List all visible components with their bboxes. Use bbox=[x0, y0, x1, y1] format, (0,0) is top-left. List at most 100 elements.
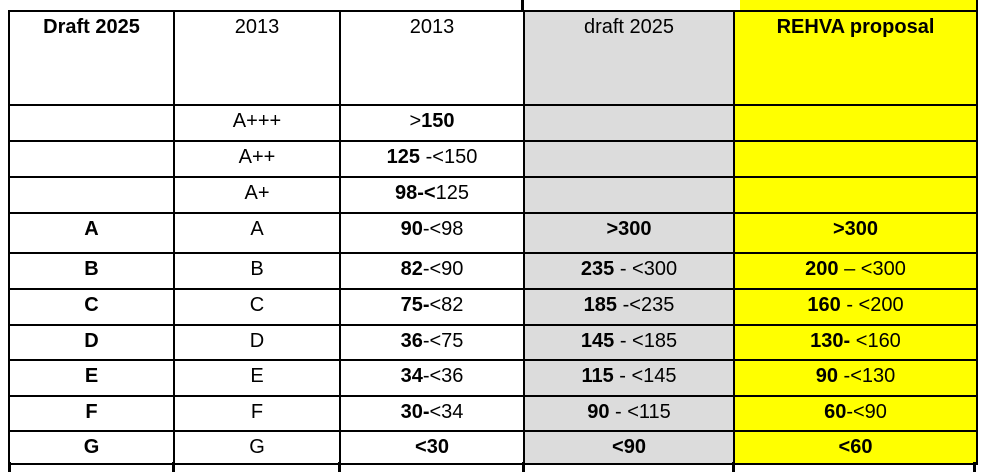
cell-class-a-plus-class-2013: A+ bbox=[173, 176, 341, 214]
cell-text-segment: 2013 bbox=[234, 16, 280, 38]
cell-class-c-range-2013: 75-<82 bbox=[339, 288, 525, 326]
header-cell-class-2013: 2013 bbox=[173, 10, 341, 106]
cell-text-segment: - <300 bbox=[614, 258, 678, 280]
cell-text-segment: 235 bbox=[580, 258, 615, 280]
cell-text-segment: B bbox=[250, 258, 264, 280]
cell-text-segment: 34 bbox=[400, 365, 423, 387]
table-row-class-d: D D 36-<75 145 - <185 130- <160 bbox=[8, 324, 978, 361]
table-row-class-a-plus-plus: A++ 125 -<150 bbox=[8, 140, 978, 178]
cell-class-a-plus-plus-plus-rehva-proposal bbox=[733, 104, 978, 142]
cell-text-segment: A+++ bbox=[232, 110, 282, 132]
cell-class-d-class-2013: D bbox=[173, 324, 341, 361]
cell-text-segment: C bbox=[249, 294, 265, 316]
cell-text-segment: A bbox=[250, 218, 264, 240]
cell-text-segment: 75- bbox=[400, 294, 430, 316]
table-row-class-a: A A 90-<98 >300 >300 bbox=[8, 212, 978, 254]
table-row-class-f: F F 30-<34 90 - <115 60-<90 bbox=[8, 395, 978, 432]
cell-text-segment: -<75 bbox=[422, 330, 464, 352]
cell-text-segment: - <115 bbox=[609, 401, 671, 423]
cell-text-segment: -<150 bbox=[420, 146, 478, 168]
header-cell-rehva-proposal: REHVA proposal bbox=[733, 10, 978, 106]
cell-class-a-plus-plus-plus-draft-2025-class bbox=[8, 104, 175, 142]
cropped-bottom-row-border-stub bbox=[973, 462, 976, 472]
cell-class-d-range-draft-2025: 145 - <185 bbox=[523, 324, 735, 361]
cell-class-e-class-2013: E bbox=[173, 359, 341, 397]
cell-text-segment: 90 bbox=[400, 218, 423, 240]
cell-class-a-plus-plus-class-2013: A++ bbox=[173, 140, 341, 178]
cell-class-a-plus-plus-range-draft-2025 bbox=[523, 140, 735, 178]
cell-class-f-draft-2025-class: F bbox=[8, 395, 175, 432]
cropped-top-row-border-stub bbox=[521, 0, 524, 12]
cell-text-segment: E bbox=[250, 365, 264, 387]
cell-class-g-range-draft-2025: <90 bbox=[523, 430, 735, 465]
cell-text-segment: D bbox=[249, 330, 265, 352]
cell-class-a-plus-plus-plus-range-draft-2025 bbox=[523, 104, 735, 142]
cell-class-a-plus-plus-plus-class-2013: A+++ bbox=[173, 104, 341, 142]
cell-text-segment: -<98 bbox=[422, 218, 464, 240]
cropped-bottom-row-border-stub bbox=[522, 462, 525, 472]
cell-class-a-plus-plus-range-2013: 125 -<150 bbox=[339, 140, 525, 178]
cell-class-f-class-2013: F bbox=[173, 395, 341, 432]
cropped-bottom-row-border-stub bbox=[338, 462, 341, 472]
table-row-class-c: C C 75-<82 185 -<235 160 - <200 bbox=[8, 288, 978, 326]
cell-text-segment: – <300 bbox=[838, 258, 906, 280]
cell-text-segment: D bbox=[84, 330, 99, 352]
cell-class-d-range-2013: 36-<75 bbox=[339, 324, 525, 361]
cell-text-segment: 60 bbox=[824, 401, 847, 423]
cell-text-segment: - <185 bbox=[614, 330, 678, 352]
cell-text-segment: <34 bbox=[429, 401, 464, 423]
cell-class-g-class-2013: G bbox=[173, 430, 341, 465]
table-row-class-b: B B 82-<90 235 - <300 200 – <300 bbox=[8, 252, 978, 290]
cell-text-segment: -<130 bbox=[837, 365, 896, 387]
cell-text-segment: G bbox=[249, 436, 265, 458]
cropped-bottom-row-border-stub bbox=[8, 462, 11, 472]
cell-text-segment: > bbox=[409, 110, 422, 132]
cell-class-a-plus-plus-plus-range-2013: >150 bbox=[339, 104, 525, 142]
cell-text-segment: E bbox=[84, 365, 99, 387]
cell-class-e-range-draft-2025: 115 - <145 bbox=[523, 359, 735, 397]
cell-class-e-range-2013: 34-<36 bbox=[339, 359, 525, 397]
cell-text-segment: 185 bbox=[583, 294, 618, 316]
cell-class-c-draft-2025-class: C bbox=[8, 288, 175, 326]
cell-text-segment: <160 bbox=[850, 330, 901, 352]
header-cell-range-draft-2025: draft 2025 bbox=[523, 10, 735, 106]
cell-class-a-range-draft-2025: >300 bbox=[523, 212, 735, 254]
cell-class-b-rehva-proposal: 200 – <300 bbox=[733, 252, 978, 290]
cell-text-segment: 125 bbox=[435, 182, 469, 204]
cell-text-segment: 160 bbox=[807, 294, 841, 316]
cell-text-segment: 98-< bbox=[395, 182, 436, 204]
cell-text-segment: B bbox=[84, 258, 99, 280]
cell-class-c-range-draft-2025: 185 -<235 bbox=[523, 288, 735, 326]
cell-text-segment: A bbox=[84, 218, 99, 240]
cell-text-segment: <90 bbox=[612, 436, 646, 458]
cell-text-segment: <60 bbox=[838, 436, 873, 458]
cell-text-segment: -<90 bbox=[846, 401, 887, 423]
cell-class-g-rehva-proposal: <60 bbox=[733, 430, 978, 465]
cell-text-segment: Draft 2025 bbox=[43, 16, 140, 38]
cell-class-f-range-2013: 30-<34 bbox=[339, 395, 525, 432]
cell-text-segment: <82 bbox=[429, 294, 464, 316]
cell-text-segment: A++ bbox=[238, 146, 276, 168]
cell-class-a-plus-plus-rehva-proposal bbox=[733, 140, 978, 178]
table-row-class-a-plus-plus-plus: A+++ >150 bbox=[8, 104, 978, 142]
cropped-bottom-row-border-stub bbox=[172, 462, 175, 472]
header-cell-draft-2025-class: Draft 2025 bbox=[8, 10, 175, 106]
energy-class-comparison-table: Draft 2025 2013 2013 draft 2025 REHVA propos… bbox=[8, 10, 978, 465]
cell-class-c-rehva-proposal: 160 - <200 bbox=[733, 288, 978, 326]
table-row-class-e: E E 34-<36 115 - <145 90 -<130 bbox=[8, 359, 978, 397]
cell-text-segment: REHVA proposal bbox=[776, 16, 935, 38]
cell-text-segment: draft 2025 bbox=[583, 16, 675, 38]
cell-text-segment: -<90 bbox=[422, 258, 464, 280]
cell-class-a-range-2013: 90-<98 bbox=[339, 212, 525, 254]
cell-text-segment: 150 bbox=[421, 110, 455, 132]
cell-class-a-rehva-proposal: >300 bbox=[733, 212, 978, 254]
cell-text-segment: 30- bbox=[400, 401, 430, 423]
cell-class-a-class-2013: A bbox=[173, 212, 341, 254]
cell-text-segment: 90 bbox=[587, 401, 610, 423]
cell-text-segment: G bbox=[83, 436, 100, 458]
cell-text-segment: 90 bbox=[815, 365, 838, 387]
cell-class-a-draft-2025-class: A bbox=[8, 212, 175, 254]
header-row: Draft 2025 2013 2013 draft 2025 REHVA propos… bbox=[8, 10, 978, 106]
cell-class-f-rehva-proposal: 60-<90 bbox=[733, 395, 978, 432]
